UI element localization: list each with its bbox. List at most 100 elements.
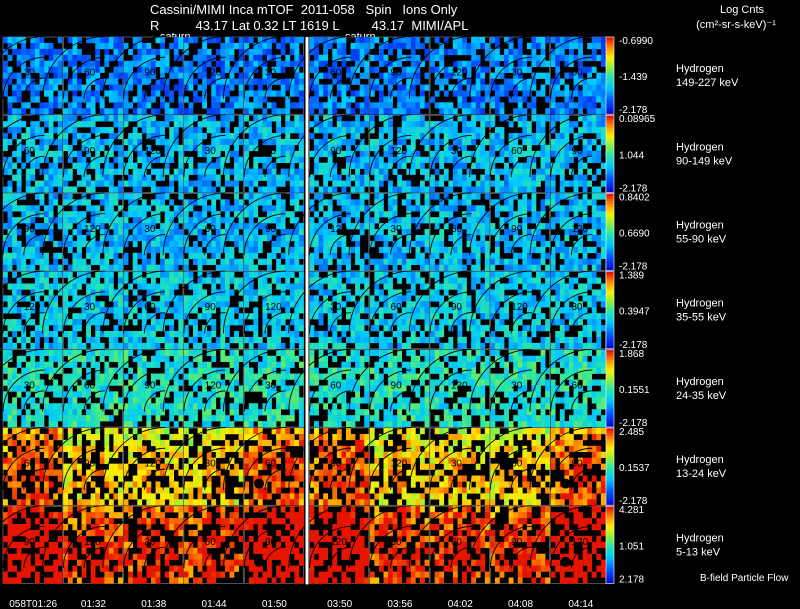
image-pixel [419,217,425,224]
image-pixel [39,271,45,278]
colorbar-segment [606,37,614,41]
image-pixel [517,186,523,193]
image-pixel [484,42,490,50]
image-pixel [591,48,597,56]
image-pixel [359,108,365,115]
image-pixel [238,199,244,206]
image-pixel [173,313,179,320]
image-pixel [128,223,134,230]
image-pixel [355,186,360,193]
image-pixel [72,229,78,236]
image-pixel [397,252,403,260]
image-pixel [359,37,365,44]
image-pixel [99,289,105,296]
image-pixel [90,138,96,146]
image-pixel [211,37,217,44]
image-pixel [220,342,226,350]
image-pixel [350,108,356,115]
image-pixel [44,283,49,290]
image-pixel [443,121,449,128]
image-pixel [443,108,449,115]
image-pixel [95,283,101,290]
image-pixel [383,295,389,302]
colorbar-segment [606,117,614,121]
image-pixel [596,168,602,175]
image-pixel [298,162,304,169]
image-pixel [410,108,416,115]
image-pixel [531,138,537,146]
image-pixel [3,258,8,265]
image-pixel [271,54,277,62]
image-pixel [44,325,49,332]
image-pixel [587,217,593,224]
image-pixel [508,121,514,128]
image-pixel [591,211,597,218]
image-pixel [169,138,175,146]
image-pixel [298,37,304,44]
image-pixel [318,162,324,169]
image-pixel [359,138,365,146]
image-pixel [504,193,509,200]
image-pixel [513,271,519,278]
colorbar-segment [606,151,614,155]
image-pixel [141,246,147,254]
image-pixel [430,174,435,181]
image-pixel [591,84,597,91]
image-pixel [90,223,96,230]
image-pixel [406,319,412,326]
image-pixel [499,168,505,175]
image-pixel [169,325,175,332]
image-pixel [141,205,147,212]
image-pixel [178,271,184,278]
image-pixel [359,60,365,67]
image-pixel [150,229,156,236]
image-pixel [531,193,537,200]
image-pixel [513,150,519,158]
image-pixel [490,180,496,187]
image-pixel [248,295,254,302]
image-pixel [289,48,295,56]
image-pixel [173,258,179,265]
image-pixel [262,186,268,193]
image-pixel [202,252,208,260]
image-pixel [388,48,393,56]
image-pixel [397,96,403,103]
image-pixel [517,289,523,296]
image-pixel [430,127,435,134]
image-pixel [215,234,221,242]
image-pixel [34,121,40,128]
image-pixel [169,217,175,224]
image-pixel [25,252,31,260]
image-pixel [298,168,304,175]
colorbar-segment [606,244,614,248]
image-pixel [345,211,351,218]
image-pixel [350,325,356,332]
image-pixel [559,168,565,175]
image-pixel [123,211,129,218]
image-pixel [155,156,161,164]
image-pixel [197,277,203,284]
image-pixel [141,90,147,97]
image-pixel [430,295,435,302]
image-pixel [587,246,593,254]
image-pixel [104,115,110,122]
image-pixel [526,162,532,169]
image-pixel [383,150,389,158]
image-pixel [276,144,281,152]
image-pixel [406,156,412,164]
image-pixel [234,96,239,103]
image-pixel [257,223,263,230]
image-pixel [183,211,189,218]
image-pixel [146,234,152,242]
image-pixel [76,229,82,236]
image-pixel [12,229,17,236]
image-pixel [383,127,389,134]
image-pixel [364,144,370,152]
image-pixel [229,150,235,158]
image-pixel [280,90,286,97]
image-pixel [397,223,403,230]
image-pixel [388,156,393,164]
image-pixel [596,193,602,200]
image-pixel [318,229,324,236]
image-pixel [466,133,472,140]
